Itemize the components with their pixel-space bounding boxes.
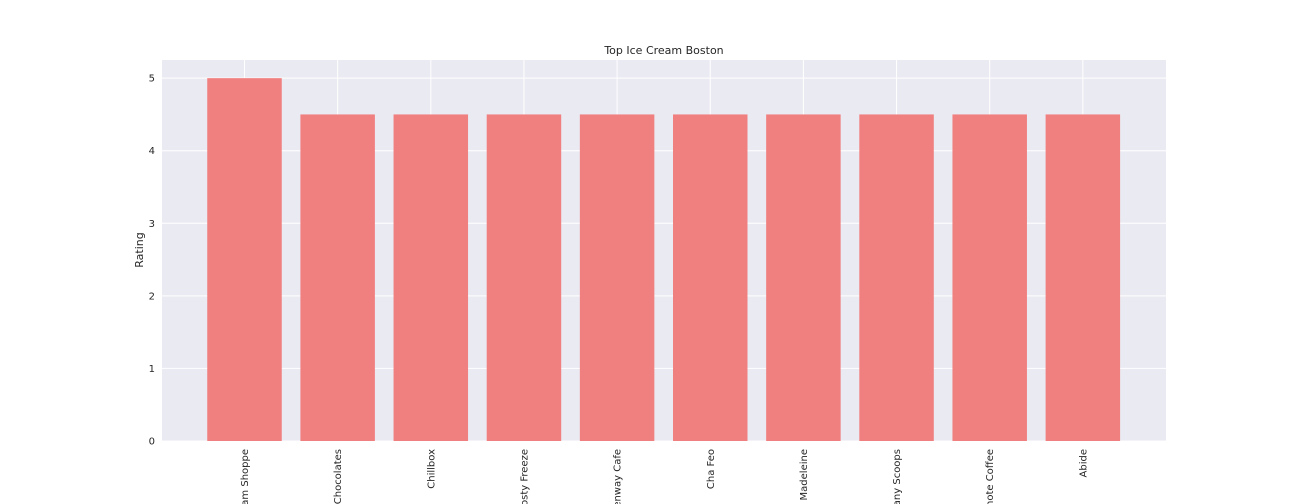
bar — [952, 114, 1027, 441]
bar — [300, 114, 375, 441]
y-tick-label: 3 — [149, 219, 155, 230]
y-tick-label: 4 — [149, 146, 155, 157]
bar — [1045, 114, 1121, 441]
bar — [859, 114, 934, 441]
y-tick-label: 1 — [149, 364, 155, 375]
bar — [207, 78, 282, 442]
x-tick-label: Cha Feo — [706, 449, 717, 489]
y-axis-ticks: 0 1 2 3 4 5 — [149, 74, 155, 448]
x-tick-label: Many Scoops — [892, 449, 903, 504]
chart-title: Top Ice Cream Boston — [603, 44, 723, 57]
bar — [393, 114, 469, 441]
bar — [486, 114, 562, 441]
y-tick-label: 0 — [149, 437, 155, 448]
x-tick-label: Fenway Cafe — [613, 449, 624, 504]
y-axis-label: Rating — [133, 232, 146, 267]
y-tick-label: 5 — [149, 74, 155, 85]
x-tick-label: enote Coffee — [985, 449, 996, 504]
x-axis-ticks: eam Shoppe Chocolates Chillbox rosty Freeze… — [240, 449, 1089, 504]
bars — [207, 78, 1121, 442]
x-tick-label: Chocolates — [333, 449, 344, 504]
bar — [579, 114, 655, 441]
bar — [766, 114, 841, 441]
y-tick-label: 2 — [149, 291, 155, 302]
x-tick-label: eam Shoppe — [240, 449, 251, 504]
x-tick-label: e Madeleine — [799, 449, 810, 504]
x-tick-label: Abide — [1078, 449, 1089, 477]
bar — [673, 114, 748, 441]
x-tick-label: Chillbox — [426, 449, 437, 489]
x-tick-label: rosty Freeze — [519, 449, 530, 504]
